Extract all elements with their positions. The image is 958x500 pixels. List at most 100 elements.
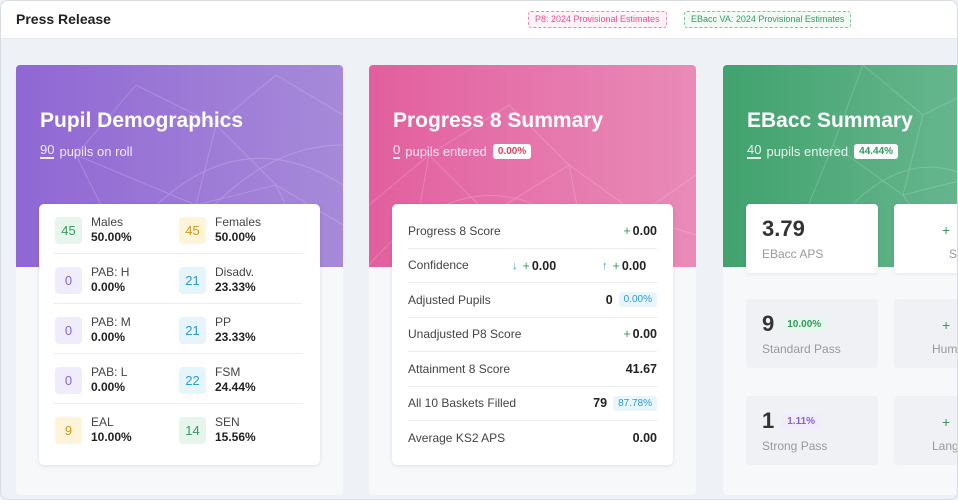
demo-row: 45 Males 50.00% 45 Females 50.00%: [53, 204, 303, 254]
standard-pass-percent: 10.00%: [781, 316, 828, 332]
count-badge: 14: [179, 416, 206, 444]
count-badge: 45: [55, 216, 82, 244]
confidence-low-value: 0.00: [531, 258, 557, 273]
progress8-card: Progress 8 Score +0.00 Confidence ↓ +0.00…: [392, 204, 673, 465]
stat-value: 0.00%: [91, 280, 126, 294]
pupils-count-label: pupils on roll: [59, 143, 133, 159]
row-label: Confidence: [408, 258, 469, 273]
confidence-high: ↑ +0.00: [602, 259, 646, 273]
aps-value: 3.79: [762, 216, 805, 241]
stat-value: 10.00%: [91, 430, 132, 444]
stat-value: 0.00%: [91, 330, 126, 344]
stat-females: 45 Females 50.00%: [179, 215, 261, 245]
cut-label: S: [949, 247, 958, 261]
count-badge: 0: [55, 266, 82, 294]
entered-count-label: pupils entered: [405, 143, 487, 159]
unadjusted-value: 0.00: [632, 327, 657, 342]
stat-pp: 21 PP 23.33%: [179, 315, 256, 345]
standard-pass-value: 9 10.00%: [762, 311, 828, 337]
plus-icon: +: [942, 222, 951, 238]
strong-pass-percent: 1.11%: [781, 413, 822, 429]
ebacc-panel: EBacc Summary 40 pupils entered 44.44% 3…: [723, 65, 958, 495]
ks2-row: Average KS2 APS 0.00: [408, 421, 657, 456]
row-value: 0: [605, 292, 613, 307]
entered-count: 40: [747, 142, 762, 159]
count-badge: 21: [179, 266, 206, 294]
plus-icon: +: [942, 317, 951, 333]
stat-fsm: 22 FSM 24.44%: [179, 365, 256, 395]
stat-disadv: 21 Disadv. 23.33%: [179, 265, 256, 295]
count-badge: 9: [55, 416, 82, 444]
ebacc-subtitle: 40 pupils entered 44.44%: [747, 142, 899, 159]
stat-label: SEN: [215, 415, 240, 429]
plus-icon: +: [942, 414, 951, 430]
p8-score-row: Progress 8 Score +0.00: [408, 214, 657, 249]
stat-pab-l: 0 PAB: L 0.00%: [55, 365, 127, 395]
progress8-panel: Progress 8 Summary 0 pupils entered 0.00…: [369, 65, 696, 495]
p8-score-value: 0.00: [632, 223, 657, 238]
count-badge: 0: [55, 316, 82, 344]
demographics-card: 45 Males 50.00% 45 Females 50.00% 0 PAB: H…: [39, 204, 320, 465]
stat-label: PAB: L: [91, 365, 128, 379]
stat-value: 23.33%: [215, 330, 256, 344]
stat-sen: 14 SEN 15.56%: [179, 415, 256, 445]
count-badge: 21: [179, 316, 206, 344]
standard-pass-label: Standard Pass: [762, 342, 841, 356]
stat-pab-h: 0 PAB: H 0.00%: [55, 265, 129, 295]
adjusted-row: Adjusted Pupils 0 0.00%: [408, 283, 657, 318]
standard-pass-number: 9: [762, 311, 775, 336]
strong-pass-number: 1: [762, 408, 775, 433]
stat-value: 23.33%: [215, 280, 256, 294]
confidence-row: Confidence ↓ +0.00 ↑ +0.00: [408, 249, 657, 283]
pupils-count: 90: [40, 142, 55, 159]
stat-label: PAB: H: [91, 265, 130, 279]
confidence-high-value: 0.00: [621, 258, 647, 273]
humanities-tile-cut: + Hum: [894, 299, 958, 368]
stat-males: 45 Males 50.00%: [55, 215, 132, 245]
cut-label: Hum: [932, 342, 958, 356]
entered-percent-badge: 44.44%: [854, 143, 899, 159]
aps-label: EBacc APS: [762, 247, 824, 261]
demographics-panel: Pupil Demographics 90 pupils on roll 45 …: [16, 65, 343, 495]
stat-label: PAB: M: [91, 315, 131, 329]
demo-row: 9 EAL 10.00% 14 SEN 15.56%: [53, 404, 303, 454]
plus-icon: +: [612, 258, 620, 273]
stat-value: 24.44%: [215, 380, 256, 394]
plus-icon: +: [623, 327, 631, 342]
demo-row: 0 PAB: H 0.00% 21 Disadv. 23.33%: [53, 254, 303, 304]
percent-badge: 0.00%: [618, 292, 657, 308]
strong-pass-label: Strong Pass: [762, 439, 828, 453]
stat-label: Males: [91, 215, 124, 229]
row-value: +0.00: [623, 224, 657, 238]
p8-estimates-tag: P8: 2024 Provisional Estimates: [528, 11, 667, 28]
standard-pass-tile: 9 10.00% Standard Pass: [746, 299, 878, 368]
stat-label: Females: [215, 215, 262, 229]
arrow-down-icon: ↓: [512, 259, 518, 272]
demographics-subtitle: 90 pupils on roll: [40, 143, 132, 159]
stat-label: PP: [215, 315, 232, 329]
page-title: Press Release: [16, 11, 111, 27]
plus-icon: +: [522, 258, 530, 273]
baskets-row: All 10 Baskets Filled 79 87.78%: [408, 387, 657, 421]
stat-value: 50.00%: [215, 230, 256, 244]
count-badge: 0: [55, 366, 82, 394]
row-value: 41.67: [625, 361, 657, 376]
row-label: Progress 8 Score: [408, 223, 501, 238]
languages-tile-cut: + Lang: [894, 396, 958, 465]
arrow-up-icon: ↑: [602, 259, 608, 272]
stat-value: 15.56%: [215, 430, 256, 444]
strong-pass-value: 1 1.11%: [762, 408, 822, 434]
demo-row: 0 PAB: M 0.00% 21 PP 23.33%: [53, 304, 303, 354]
stat-label: FSM: [215, 365, 241, 379]
stat-eal: 9 EAL 10.00%: [55, 415, 132, 445]
stat-value: 50.00%: [91, 230, 132, 244]
cut-label: Lang: [932, 439, 958, 453]
row-value: 0.00: [632, 431, 657, 446]
progress8-subtitle: 0 pupils entered 0.00%: [393, 143, 532, 159]
stat-label: Disadv.: [215, 265, 255, 279]
demographics-title: Pupil Demographics: [40, 109, 244, 132]
row-value: 79: [593, 396, 608, 411]
entered-percent-badge: 0.00%: [492, 143, 532, 159]
strong-pass-tile: 1 1.11% Strong Pass: [746, 396, 878, 465]
stat-value: 0.00%: [91, 380, 126, 394]
